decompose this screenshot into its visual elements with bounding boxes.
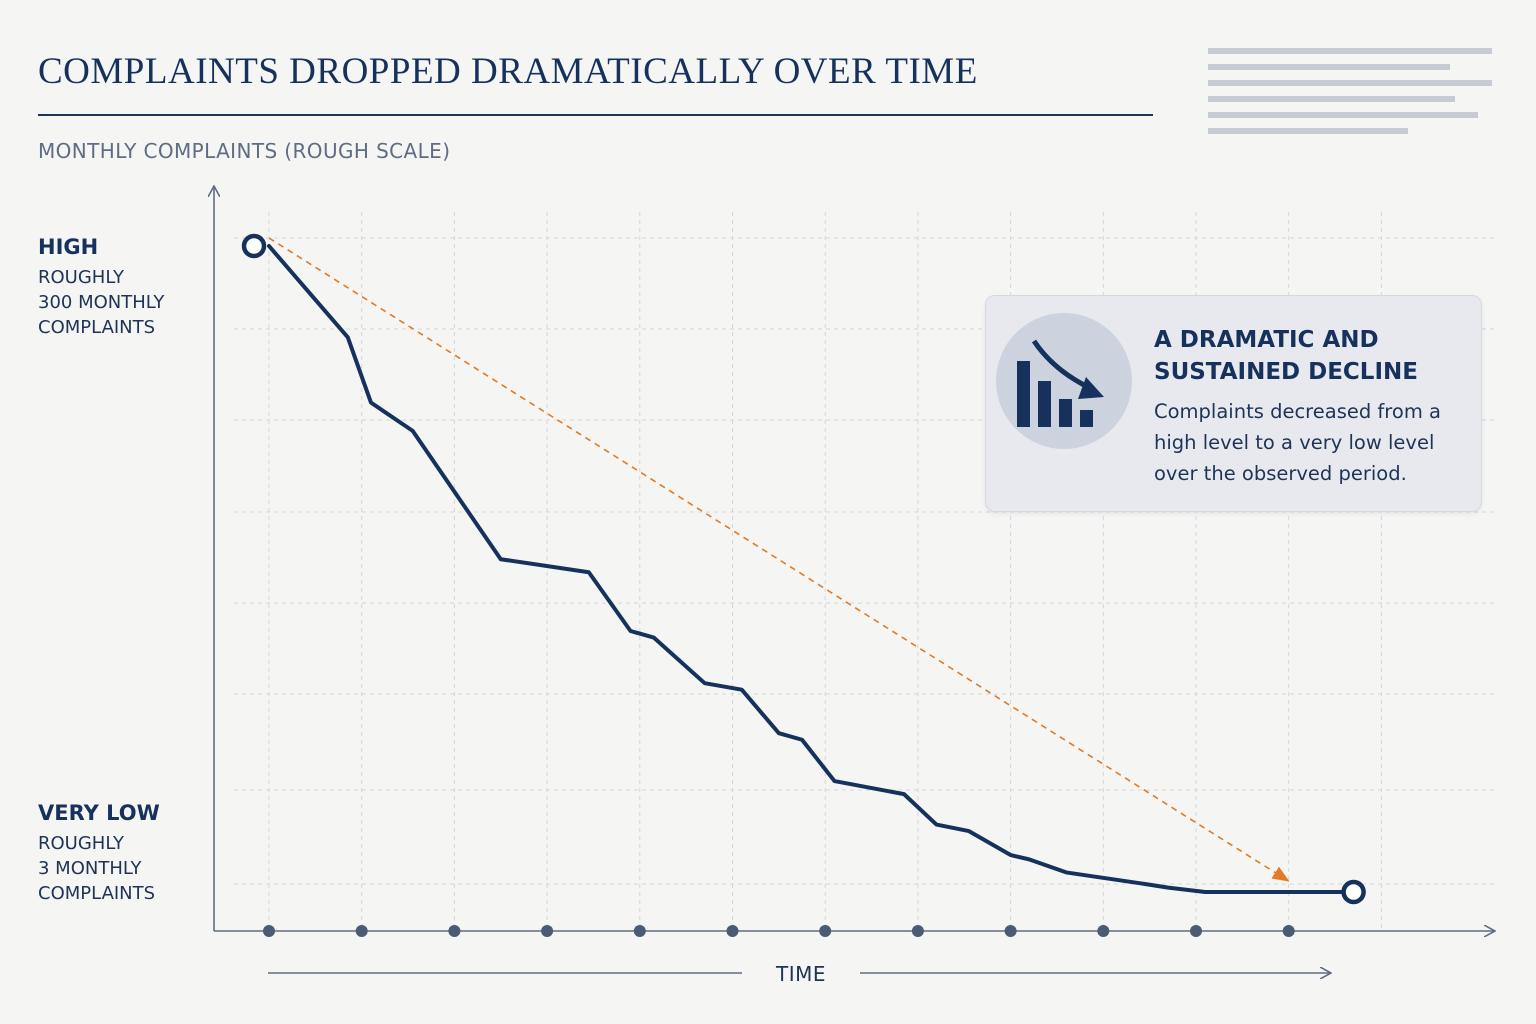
x-axis-tick-dot bbox=[448, 925, 461, 937]
x-axis-tick-dot bbox=[1097, 925, 1110, 937]
x-axis-tick-dot bbox=[633, 925, 646, 937]
x-axis-tick-dot bbox=[726, 925, 739, 937]
x-axis-tick-dot bbox=[819, 925, 832, 937]
complaints-series-line bbox=[267, 244, 1356, 894]
x-axis-ticks bbox=[263, 925, 1295, 937]
x-axis-tick-dot bbox=[1004, 925, 1017, 937]
x-axis-tick-dot bbox=[263, 925, 275, 937]
x-axis-tick-dot bbox=[911, 925, 924, 937]
chart-subtitle: MONTHLY COMPLAINTS (ROUGH SCALE) bbox=[38, 139, 451, 163]
decorative-text-lines bbox=[1208, 48, 1498, 143]
chart-title: COMPLAINTS DROPPED DRAMATICALLY OVER TIM… bbox=[38, 51, 978, 92]
callout-title: A DRAMATIC AND SUSTAINED DECLINE bbox=[1154, 327, 1418, 385]
high-level-description: ROUGHLY 300 MONTHLY COMPLAINTS bbox=[38, 267, 165, 338]
x-axis-tick-dot bbox=[355, 925, 368, 937]
x-axis-tick-dot bbox=[541, 925, 554, 937]
declining-bar-chart-icon bbox=[996, 313, 1132, 449]
low-level-heading: VERY LOW bbox=[38, 801, 160, 825]
trend-arrow bbox=[268, 237, 1290, 882]
x-axis-label: TIME bbox=[775, 962, 826, 986]
callout-text: Complaints decreased from a high level t… bbox=[1154, 400, 1441, 485]
high-level-heading: HIGH bbox=[38, 235, 99, 259]
high-level-label: HIGH ROUGHLY 300 MONTHLY COMPLAINTS bbox=[38, 235, 164, 340]
x-axis-tick-dot bbox=[1190, 925, 1202, 937]
x-axis-tick-dot bbox=[1282, 925, 1295, 937]
low-level-label: VERY LOW ROUGHLY 3 MONTHLY COMPLAINTS bbox=[38, 801, 160, 906]
end-point-marker bbox=[1341, 879, 1366, 905]
title-divider bbox=[38, 114, 1153, 116]
insight-callout: A DRAMATIC AND SUSTAINED DECLINE Complai… bbox=[985, 295, 1482, 512]
start-point-marker bbox=[241, 233, 267, 259]
low-level-description: ROUGHLY 3 MONTHLY COMPLAINTS bbox=[38, 833, 156, 904]
